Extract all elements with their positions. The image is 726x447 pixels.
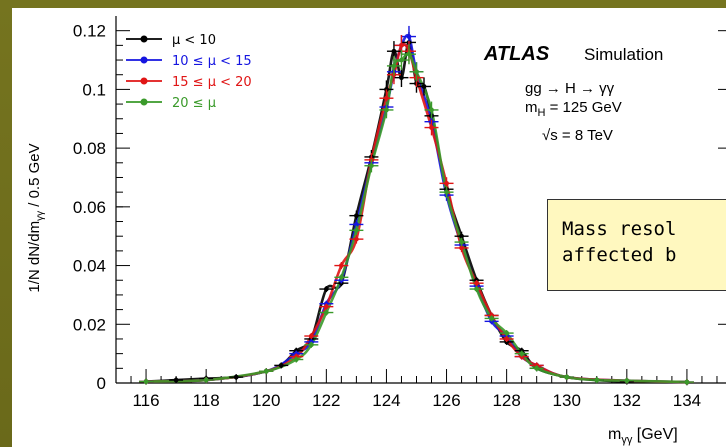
y-tick-label: 0.08: [73, 139, 106, 158]
y-tick-label: 0.1: [82, 80, 106, 99]
y-axis-title: 1/N dN/dmγγ / 0.5 GeV: [26, 143, 46, 292]
data-point: [399, 42, 404, 48]
x-tick-label: 134: [673, 391, 701, 410]
data-point: [338, 263, 344, 268]
data-point: [421, 84, 427, 89]
y-tick-label: 0.06: [73, 198, 106, 217]
data-point: [414, 69, 419, 75]
data-point: [684, 379, 690, 385]
data-point: [391, 48, 397, 54]
legend-label-2: 15 ≤ μ < 20: [172, 75, 252, 90]
data-point: [278, 362, 284, 368]
data-point: [263, 368, 269, 374]
data-point: [384, 107, 389, 113]
data-point: [474, 280, 479, 286]
x-tick-label: 124: [372, 391, 400, 410]
data-point: [564, 374, 570, 380]
data-point: [308, 333, 314, 339]
data-point: [429, 107, 434, 113]
data-point: [459, 233, 464, 239]
data-point: [406, 51, 412, 57]
mass-distribution-chart: 0 0.02 0.04 0.06 0.08 0.1 0.12 116 118 120 122 124 1…: [26, 16, 726, 446]
x-tick-label: 130: [553, 391, 581, 410]
data-point: [534, 365, 540, 371]
data-point: [459, 245, 464, 251]
y-tick-label: 0.04: [73, 257, 106, 276]
data-point: [353, 213, 359, 219]
data-point: [474, 286, 479, 292]
data-point: [399, 57, 404, 63]
mass-resolution-callout: Mass resol affected b: [547, 199, 726, 291]
data-point: [519, 351, 525, 357]
data-point: [399, 75, 404, 81]
data-point: [353, 236, 359, 242]
data-point: [203, 377, 209, 383]
legend-marker-2: [140, 77, 148, 85]
x-tick-label: 128: [492, 391, 520, 410]
data-point: [594, 377, 600, 383]
data-point: [308, 342, 314, 348]
energy-label: √s = 8 TeV: [542, 127, 613, 144]
legend-marker-1: [140, 56, 148, 64]
callout-line-1: Mass resol: [562, 218, 677, 240]
data-point: [444, 189, 449, 195]
y-tick-label: 0: [97, 374, 106, 393]
data-point: [391, 63, 397, 69]
data-point: [624, 378, 630, 384]
data-point: [323, 310, 329, 315]
data-point: [504, 330, 510, 336]
data-point: [293, 357, 299, 362]
x-tick-label: 118: [193, 391, 220, 410]
legend-label-1: 10 ≤ μ < 15: [172, 54, 252, 69]
data-point: [323, 304, 329, 310]
x-axis-title: mγγ [GeV]: [608, 426, 678, 446]
legend-label-0: μ < 10: [172, 33, 216, 48]
x-tick-label: 126: [432, 391, 460, 410]
data-point: [233, 374, 239, 380]
data-point: [353, 227, 359, 233]
y-tick-label: 0.02: [73, 315, 106, 334]
y-tick-label: 0.12: [73, 22, 106, 41]
data-point: [429, 125, 434, 130]
data-point: [489, 316, 495, 321]
legend-marker-0: [140, 35, 148, 43]
data-point: [143, 379, 149, 384]
process-label: gg → H → γγ: [525, 80, 615, 97]
data-point: [444, 180, 449, 186]
higgs-mass-label: mH = 125 GeV: [525, 99, 622, 119]
legend-marker-3: [140, 98, 148, 106]
legend-label-3: 20 ≤ μ: [172, 96, 216, 111]
callout-line-2: affected b: [562, 244, 677, 266]
simulation-label: Simulation: [584, 45, 663, 64]
data-point: [353, 222, 359, 227]
data-point: [384, 87, 389, 92]
data-point: [173, 377, 179, 383]
data-point: [504, 336, 510, 342]
x-tick-label: 120: [252, 391, 280, 410]
data-point: [338, 274, 344, 280]
experiment-label: ATLAS: [483, 43, 550, 65]
data-point: [406, 34, 412, 39]
data-point: [323, 286, 329, 292]
x-tick-label: 122: [312, 391, 340, 410]
data-point: [384, 95, 389, 101]
data-point: [369, 163, 374, 169]
x-tick-label: 132: [613, 391, 641, 410]
data-point: [459, 239, 464, 245]
x-tick-label: 116: [132, 391, 159, 410]
series-points-3: [139, 44, 694, 386]
